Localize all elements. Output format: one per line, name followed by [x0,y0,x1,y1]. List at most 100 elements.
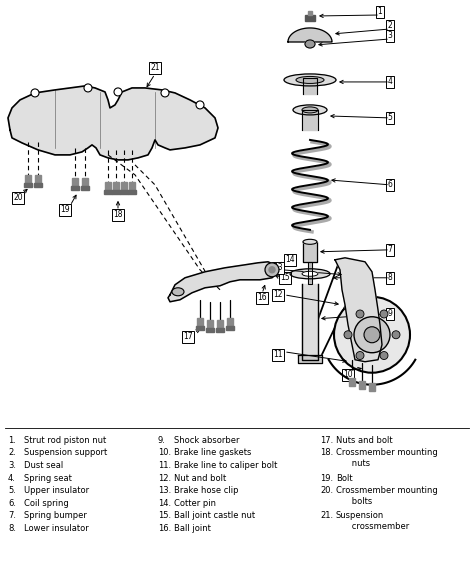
Text: Dust seal: Dust seal [24,461,63,470]
Text: 16: 16 [257,293,267,302]
Text: 1: 1 [378,7,383,17]
Text: Crossmember mounting
      nuts: Crossmember mounting nuts [336,448,438,468]
Text: 19: 19 [60,206,70,214]
Bar [24,183,32,187]
Bar [302,110,318,130]
Bar [302,284,318,360]
Text: Strut rod piston nut: Strut rod piston nut [24,436,106,445]
Text: 17: 17 [183,332,193,341]
Text: 3: 3 [388,31,392,41]
Text: 20.: 20. [320,486,333,495]
Ellipse shape [290,269,330,279]
Text: 3.: 3. [8,461,16,470]
Text: 6.: 6. [8,499,16,508]
Text: 20: 20 [13,194,23,202]
Ellipse shape [302,107,318,113]
Text: Shock absorber: Shock absorber [174,436,239,445]
Bar [369,383,375,391]
Text: 5: 5 [388,114,392,122]
Circle shape [344,331,352,339]
Text: Brake hose clip: Brake hose clip [174,486,238,495]
Circle shape [84,84,92,92]
Text: 18: 18 [113,210,123,219]
Text: 2.: 2. [8,448,16,457]
Polygon shape [305,15,315,21]
Bar [303,78,317,94]
Text: 11.: 11. [158,461,171,470]
Text: 10: 10 [343,370,353,379]
Text: 13.: 13. [158,486,171,495]
Text: 2: 2 [388,22,392,30]
Ellipse shape [305,40,315,48]
Bar [217,320,223,328]
Text: Brake line gaskets: Brake line gaskets [174,448,251,457]
Bar [72,178,78,186]
Text: 8.: 8. [8,524,16,533]
Text: Upper insulator: Upper insulator [24,486,89,495]
Text: 14.: 14. [158,499,171,508]
Polygon shape [8,86,218,160]
Text: 9: 9 [388,309,392,318]
Bar [349,378,355,386]
Text: 15.: 15. [158,512,171,521]
Circle shape [114,88,122,96]
Bar [216,328,224,332]
Circle shape [356,310,364,318]
Text: 18.: 18. [320,448,333,457]
Polygon shape [335,258,382,362]
Text: 7.: 7. [8,512,16,521]
Bar [207,320,213,328]
Text: Cotter pin: Cotter pin [174,499,216,508]
Text: 17.: 17. [320,436,333,445]
Text: 11: 11 [273,350,283,359]
Circle shape [364,327,380,343]
Bar [104,190,112,194]
Bar [226,325,234,330]
Polygon shape [168,262,278,301]
Text: 12.: 12. [158,474,171,482]
Circle shape [380,352,388,360]
Bar [35,175,41,183]
Text: Spring seat: Spring seat [24,474,72,482]
Bar [34,183,42,187]
Bar [128,190,136,194]
Text: 1.: 1. [8,436,16,445]
Bar [120,190,128,194]
Circle shape [334,297,410,373]
Bar [82,178,88,186]
Text: Nut and bolt: Nut and bolt [174,474,226,482]
Bar [105,182,111,190]
Bar [112,190,120,194]
Text: 9.: 9. [158,436,166,445]
Text: 5.: 5. [8,486,16,495]
Text: 16.: 16. [158,524,171,533]
Circle shape [196,101,204,109]
Ellipse shape [284,74,336,86]
Polygon shape [288,28,332,42]
Text: Brake line to caliper bolt: Brake line to caliper bolt [174,461,277,470]
Circle shape [31,89,39,97]
Bar [206,328,214,332]
Text: Lower insulator: Lower insulator [24,524,89,533]
Bar [303,242,317,262]
Text: Ball joint castle nut: Ball joint castle nut [174,512,255,521]
Circle shape [380,310,388,318]
Ellipse shape [293,105,327,115]
Text: 14: 14 [285,255,295,264]
Ellipse shape [302,271,318,276]
Circle shape [354,317,390,353]
Text: Bolt: Bolt [336,474,353,482]
Text: Nuts and bolt: Nuts and bolt [336,436,392,445]
Ellipse shape [296,77,324,83]
Text: 7: 7 [388,246,392,254]
Text: 12: 12 [273,290,283,299]
Polygon shape [308,11,312,15]
Bar [129,182,135,190]
Text: 13: 13 [273,263,283,272]
Text: 10.: 10. [158,448,171,457]
Bar [71,186,79,190]
Bar [298,355,322,363]
Text: Ball joint: Ball joint [174,524,211,533]
Text: 19.: 19. [320,474,333,482]
Text: Coil spring: Coil spring [24,499,69,508]
